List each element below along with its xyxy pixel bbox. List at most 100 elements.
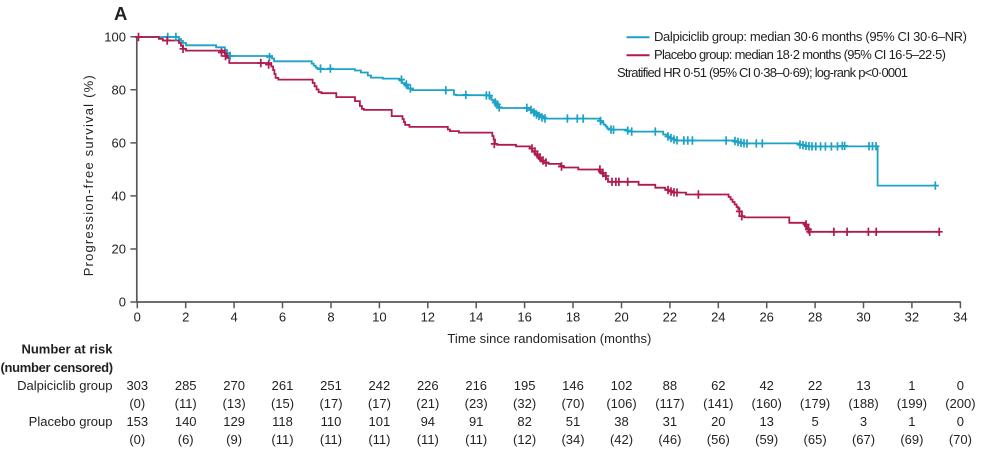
svg-text:140: 140: [175, 414, 197, 429]
svg-text:153: 153: [126, 414, 148, 429]
svg-text:(65): (65): [804, 432, 827, 447]
svg-text:31: 31: [663, 414, 677, 429]
svg-text:(13): (13): [223, 396, 246, 411]
svg-text:10: 10: [372, 309, 386, 324]
svg-text:(42): (42): [610, 432, 633, 447]
svg-text:20: 20: [711, 414, 725, 429]
svg-text:(67): (67): [852, 432, 875, 447]
svg-text:(17): (17): [368, 396, 391, 411]
svg-text:Placebo group: Placebo group: [29, 414, 113, 429]
svg-text:22: 22: [663, 309, 677, 324]
svg-text:(199): (199): [897, 396, 927, 411]
svg-text:28: 28: [808, 309, 822, 324]
svg-text:(11): (11): [465, 432, 487, 447]
svg-text:(12): (12): [513, 432, 536, 447]
svg-text:40: 40: [112, 189, 126, 204]
svg-text:51: 51: [566, 414, 580, 429]
svg-text:303: 303: [126, 378, 148, 393]
svg-text:1: 1: [908, 378, 915, 393]
svg-text:(141): (141): [703, 396, 733, 411]
svg-text:(179): (179): [800, 396, 830, 411]
svg-text:(0): (0): [129, 432, 145, 447]
svg-text:Time since randomisation (mont: Time since randomisation (months): [447, 331, 651, 346]
svg-text:82: 82: [517, 414, 531, 429]
svg-text:20: 20: [614, 309, 628, 324]
svg-text:18: 18: [566, 309, 580, 324]
svg-text:(11): (11): [417, 432, 439, 447]
svg-text:(17): (17): [319, 396, 342, 411]
svg-text:6: 6: [279, 309, 286, 324]
svg-text:(188): (188): [848, 396, 878, 411]
svg-text:94: 94: [421, 414, 435, 429]
svg-text:14: 14: [469, 309, 483, 324]
svg-text:0: 0: [957, 414, 964, 429]
svg-text:24: 24: [711, 309, 725, 324]
svg-text:Number at risk: Number at risk: [21, 342, 113, 357]
svg-text:3: 3: [860, 414, 867, 429]
svg-text:4: 4: [230, 309, 237, 324]
svg-text:91: 91: [469, 414, 483, 429]
svg-text:100: 100: [104, 29, 126, 44]
svg-text:2: 2: [182, 309, 189, 324]
svg-text:16: 16: [517, 309, 531, 324]
svg-text:226: 226: [417, 378, 439, 393]
svg-text:(11): (11): [320, 432, 342, 447]
svg-text:62: 62: [711, 378, 725, 393]
svg-text:(69): (69): [900, 432, 923, 447]
svg-text:285: 285: [175, 378, 197, 393]
svg-text:146: 146: [562, 378, 584, 393]
svg-text:Placebo group: median 18·2 mon: Placebo group: median 18·2 months (95% C…: [654, 47, 946, 62]
svg-text:0: 0: [134, 309, 141, 324]
svg-text:(11): (11): [368, 432, 390, 447]
svg-text:30: 30: [856, 309, 870, 324]
svg-text:(56): (56): [707, 432, 730, 447]
svg-text:32: 32: [905, 309, 919, 324]
svg-text:Progression-free survival (%): Progression-free survival (%): [81, 75, 96, 276]
svg-text:1: 1: [908, 414, 915, 429]
svg-text:(34): (34): [561, 432, 584, 447]
svg-text:(106): (106): [606, 396, 636, 411]
svg-text:13: 13: [856, 378, 870, 393]
svg-text:101: 101: [369, 414, 391, 429]
svg-text:20: 20: [112, 242, 126, 257]
svg-text:38: 38: [614, 414, 628, 429]
svg-text:(number censored): (number censored): [1, 360, 114, 375]
svg-text:242: 242: [369, 378, 391, 393]
svg-text:216: 216: [465, 378, 487, 393]
svg-text:A: A: [114, 3, 127, 24]
svg-text:110: 110: [321, 414, 342, 429]
svg-text:129: 129: [223, 414, 245, 429]
svg-text:(117): (117): [655, 396, 684, 411]
svg-text:0: 0: [957, 378, 964, 393]
svg-text:80: 80: [112, 82, 126, 97]
svg-text:Stratified HR 0·51 (95% CI 0·3: Stratified HR 0·51 (95% CI 0·38–0·69); l…: [617, 65, 908, 80]
svg-text:(0): (0): [129, 396, 145, 411]
svg-text:60: 60: [112, 136, 126, 151]
svg-text:(59): (59): [755, 432, 778, 447]
svg-text:42: 42: [759, 378, 773, 393]
svg-text:(70): (70): [561, 396, 584, 411]
svg-text:(32): (32): [513, 396, 536, 411]
svg-text:(70): (70): [949, 432, 972, 447]
svg-text:8: 8: [327, 309, 334, 324]
svg-text:88: 88: [663, 378, 677, 393]
svg-text:13: 13: [759, 414, 773, 429]
svg-text:118: 118: [272, 414, 293, 429]
svg-text:Dalpiciclib group: median 30·6: Dalpiciclib group: median 30·6 months (9…: [654, 29, 967, 44]
svg-text:195: 195: [514, 378, 536, 393]
svg-text:(200): (200): [945, 396, 975, 411]
svg-text:0: 0: [119, 295, 126, 310]
svg-text:22: 22: [808, 378, 822, 393]
svg-text:(9): (9): [226, 432, 242, 447]
svg-text:(160): (160): [752, 396, 782, 411]
svg-text:270: 270: [223, 378, 245, 393]
svg-text:(11): (11): [271, 432, 293, 447]
svg-text:26: 26: [759, 309, 773, 324]
svg-text:102: 102: [611, 378, 633, 393]
svg-text:(23): (23): [465, 396, 488, 411]
svg-text:(15): (15): [271, 396, 294, 411]
svg-text:(21): (21): [416, 396, 439, 411]
svg-text:(46): (46): [658, 432, 681, 447]
svg-text:(11): (11): [175, 396, 197, 411]
svg-text:(6): (6): [178, 432, 194, 447]
